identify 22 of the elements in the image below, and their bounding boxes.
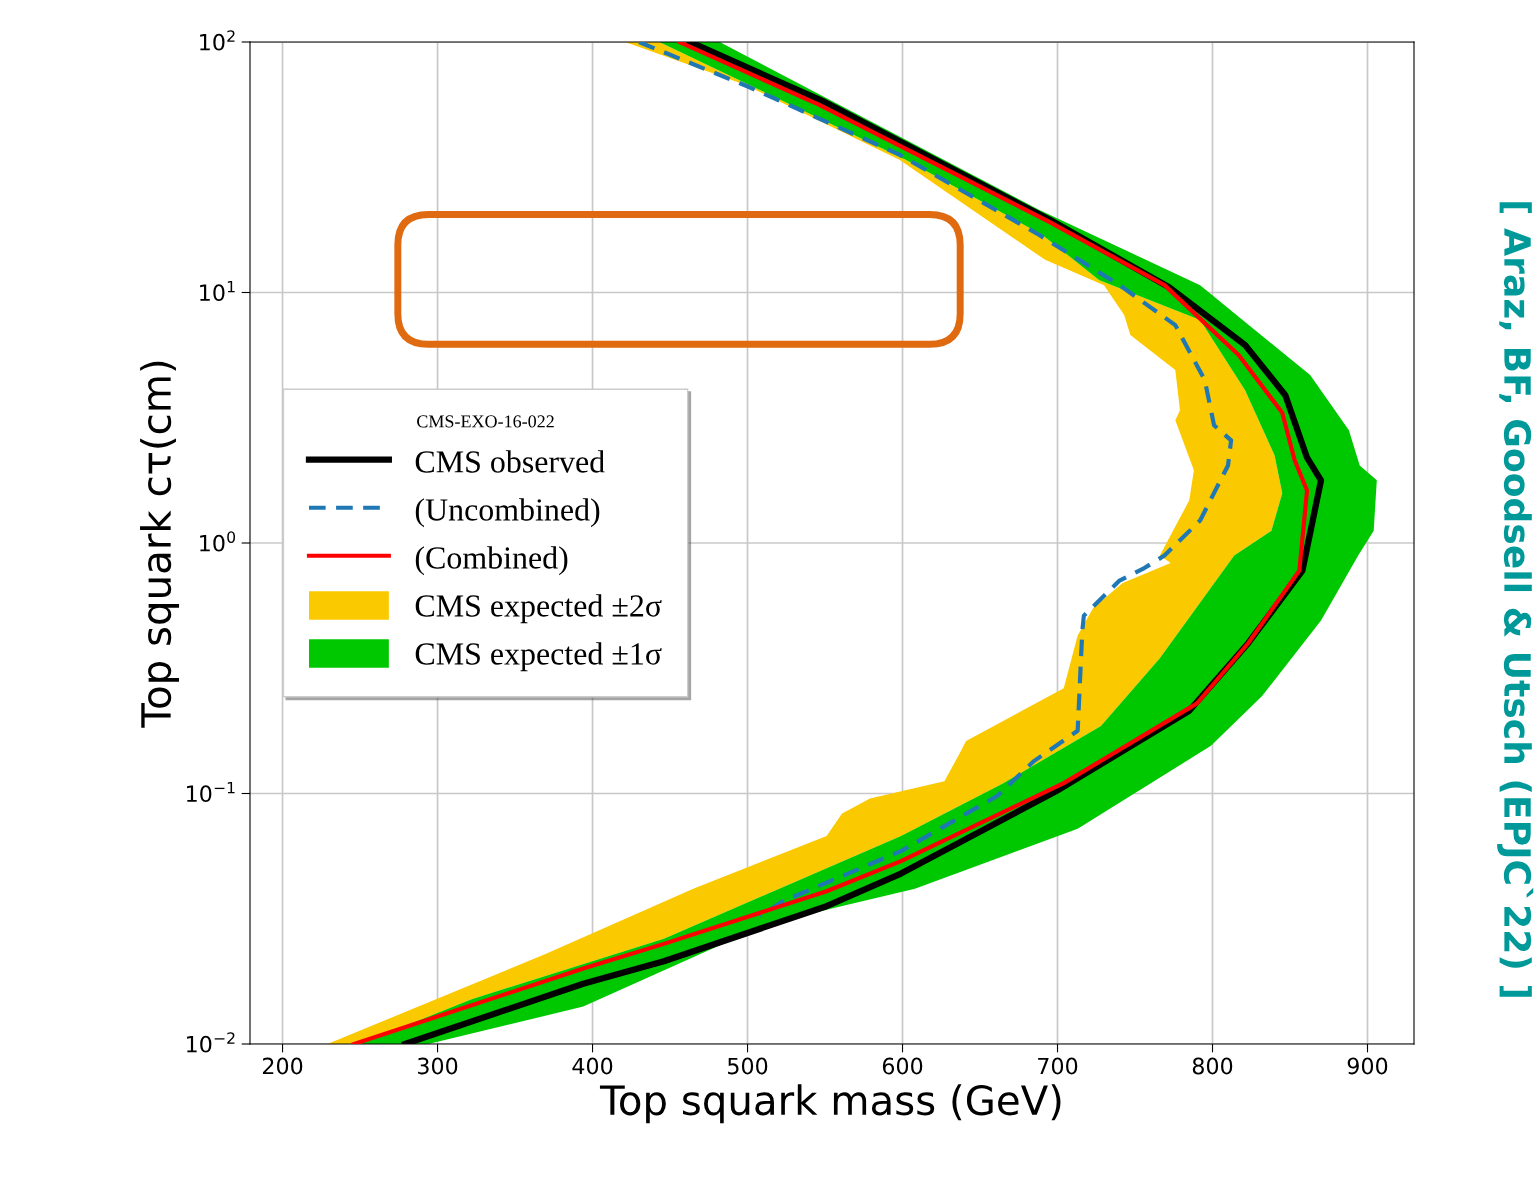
x-tick-label: 500 bbox=[728, 1057, 768, 1075]
x-tick-label: 600 bbox=[882, 1057, 923, 1075]
legend-label: CMS observed bbox=[415, 450, 605, 473]
x-tick-label: 200 bbox=[262, 1057, 303, 1075]
y-axis-title: Top squark cτ(cm) bbox=[140, 361, 180, 728]
y-tick-label: 10$^{−1}$ bbox=[187, 781, 235, 803]
legend-label: (Uncombined) bbox=[415, 498, 600, 528]
x-tick-label: 700 bbox=[1038, 1057, 1078, 1075]
legend-label: (Combined) bbox=[415, 546, 568, 576]
y-tick-label: 10$^{1}$ bbox=[200, 280, 235, 302]
x-tick-label: 300 bbox=[418, 1057, 458, 1075]
x-tick-label: 800 bbox=[1192, 1057, 1233, 1075]
y-tick-label: 10$^{−2}$ bbox=[187, 1032, 235, 1053]
x-tick-label: 400 bbox=[572, 1057, 613, 1075]
legend-title: CMS-EXO-16-022 bbox=[417, 415, 554, 428]
y-tick-label: 10$^{2}$ bbox=[200, 30, 235, 51]
text: [ Araz, BF, Goodsell & Utsch (EPJC`22) ] bbox=[1497, 202, 1534, 997]
legend-label: CMS expected ±1σ bbox=[415, 642, 662, 672]
legend-label: CMS expected ±2σ bbox=[415, 594, 662, 624]
x-tick-label: 900 bbox=[1347, 1057, 1388, 1075]
x-axis-title: Top squark mass (GeV) bbox=[599, 1084, 1061, 1124]
y-tick-label: 10$^{0}$ bbox=[200, 531, 236, 552]
